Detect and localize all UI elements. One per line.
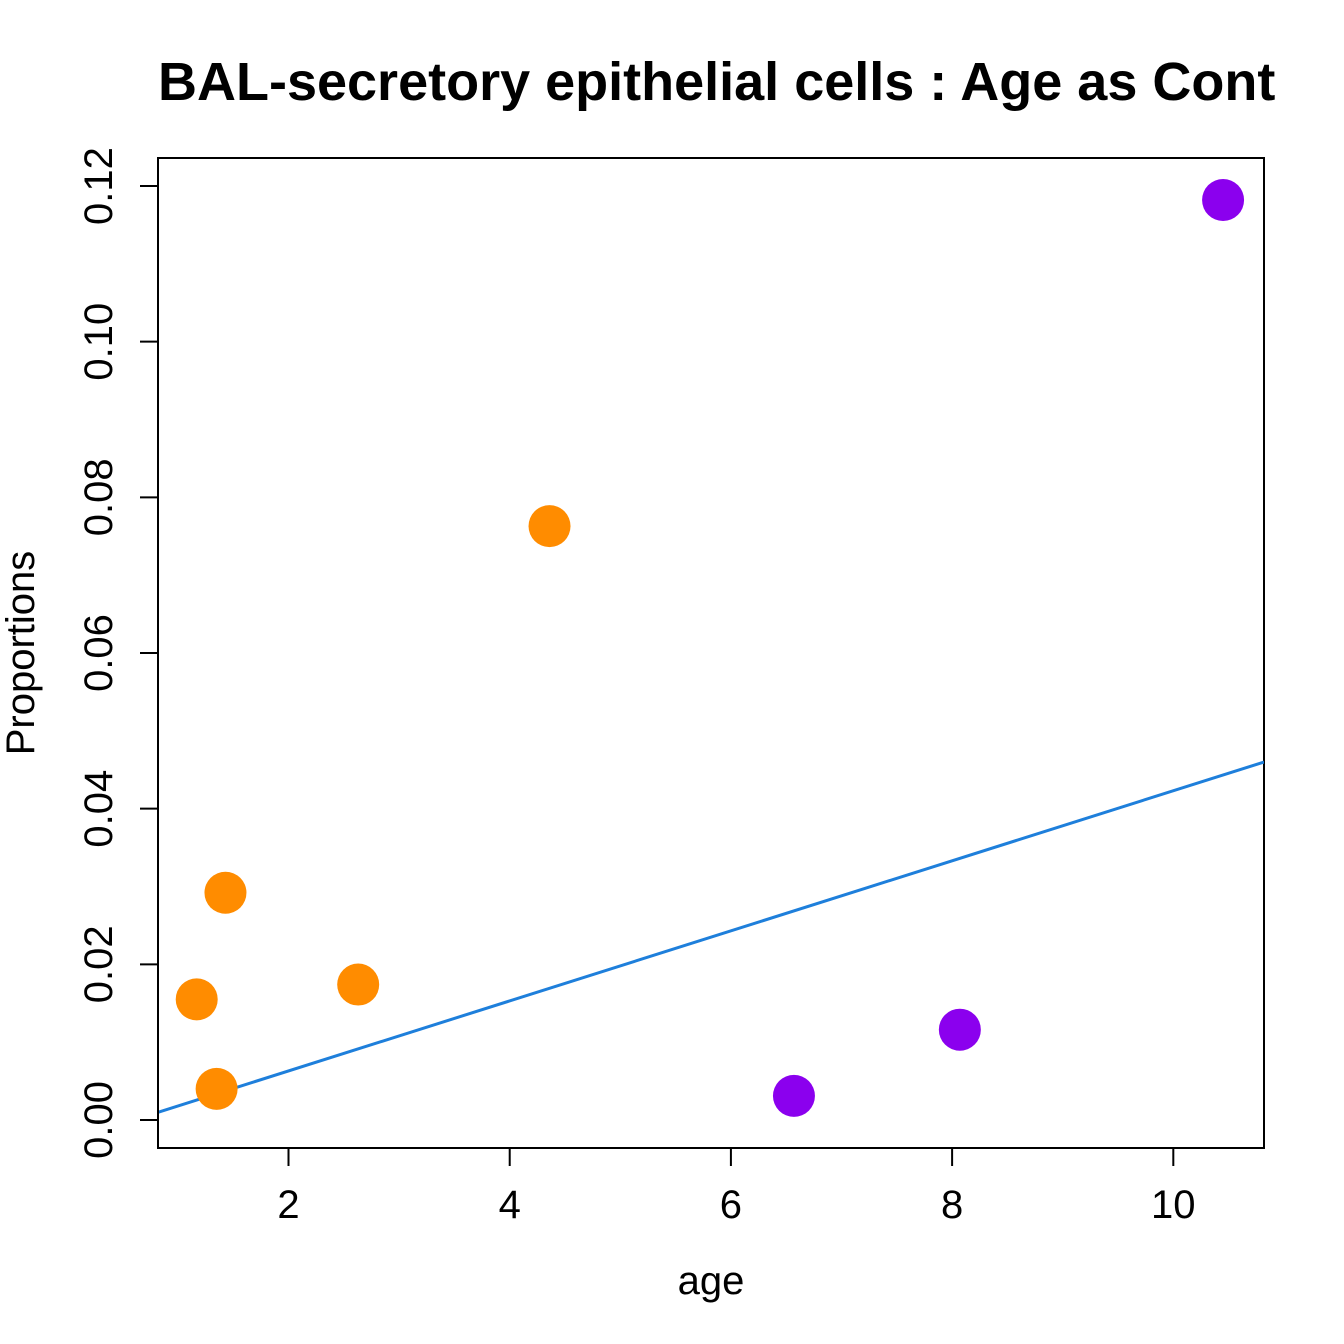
data-point <box>772 1074 815 1117</box>
x-axis: 2 4 6 8 10 <box>277 1147 1196 1227</box>
y-axis: 0.00 0.02 0.04 0.06 0.08 0.10 0.12 <box>77 147 159 1159</box>
x-tick-label: 8 <box>941 1183 963 1227</box>
x-axis-label: age <box>678 1259 745 1303</box>
plot-frame <box>157 157 1265 1149</box>
y-tick-label: 0.12 <box>77 147 121 225</box>
plot-area <box>158 179 1264 1117</box>
x-tick-label: 6 <box>720 1183 742 1227</box>
data-point <box>1202 179 1245 222</box>
y-tick-label: 0.06 <box>77 614 121 692</box>
y-tick-label: 0.00 <box>77 1081 121 1159</box>
data-point <box>204 871 247 914</box>
data-point <box>195 1067 238 1110</box>
x-tick-label: 2 <box>277 1183 299 1227</box>
trend-line <box>158 760 1264 1114</box>
data-point <box>528 505 571 548</box>
data-point <box>175 978 218 1021</box>
data-point <box>938 1008 981 1051</box>
y-tick-label: 0.04 <box>77 770 121 848</box>
y-axis-label: Proportions <box>0 551 43 756</box>
chart-title: BAL-secretory epithelial cells : Age as … <box>158 52 1275 112</box>
y-tick-label: 0.02 <box>77 925 121 1003</box>
x-tick-label: 10 <box>1151 1183 1196 1227</box>
y-tick-label: 0.10 <box>77 303 121 381</box>
data-points <box>175 179 1245 1117</box>
x-tick-label: 4 <box>499 1183 521 1227</box>
y-tick-label: 0.08 <box>77 458 121 536</box>
data-point <box>337 963 380 1006</box>
